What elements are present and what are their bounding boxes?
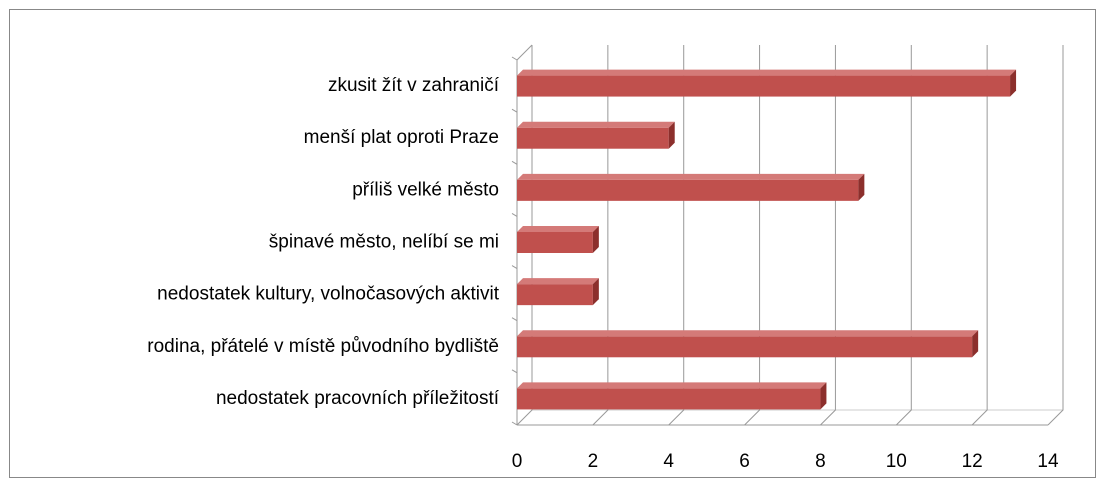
- grid-line: [668, 45, 685, 426]
- bar: [517, 173, 865, 201]
- y-tick: [511, 421, 518, 426]
- bar-front: [517, 284, 593, 306]
- bar-top: [517, 69, 1017, 76]
- bar-front: [517, 75, 1011, 97]
- y-tick: [511, 369, 518, 374]
- bar-front: [517, 388, 821, 410]
- y-tick: [511, 160, 518, 165]
- y-tick-label: nedostatek kultury, volnočasových aktivi…: [157, 284, 500, 305]
- bar: [517, 382, 827, 410]
- y-tick: [511, 317, 518, 322]
- y-tick-label: menší plat oproti Praze: [304, 127, 499, 148]
- bar-top: [517, 173, 865, 180]
- bar-front: [517, 336, 973, 358]
- x-tick-label: 0: [512, 451, 523, 472]
- bar-side: [592, 226, 599, 253]
- axis-wall: [516, 44, 533, 61]
- grid-line: [1047, 45, 1064, 426]
- y-tick: [511, 108, 518, 113]
- grid-line: [971, 45, 988, 426]
- y-tick-label: příliš velké město: [352, 179, 499, 200]
- bar: [517, 330, 979, 358]
- y-tick-label: nedostatek pracovních příležitostí: [216, 388, 500, 409]
- y-tick: [511, 56, 518, 61]
- grid-line: [895, 45, 912, 426]
- y-tick-label: špinavé město, nelíbí se mi: [269, 232, 499, 253]
- bar-side: [592, 278, 599, 306]
- grid-line: [820, 45, 836, 426]
- bar-top: [517, 382, 827, 389]
- bar: [517, 69, 1017, 97]
- bar-side: [668, 121, 675, 149]
- bar: [517, 278, 599, 306]
- bar: [517, 226, 599, 253]
- y-tick: [511, 265, 518, 270]
- grid-line: [592, 45, 609, 426]
- x-tick-label: 12: [962, 451, 983, 472]
- bar-side: [820, 382, 827, 410]
- x-tick-label: 2: [588, 451, 599, 472]
- bar-front: [517, 179, 859, 201]
- bar-top: [517, 278, 599, 285]
- bar-front: [517, 127, 669, 149]
- bar-side: [972, 330, 979, 358]
- bar-top: [517, 330, 979, 337]
- x-tick-label: 8: [815, 451, 826, 472]
- y-tick-label: zkusit žít v zahraničí: [328, 75, 500, 96]
- bar-side: [1010, 69, 1017, 97]
- x-tick-label: 4: [663, 451, 674, 472]
- grid-line: [516, 45, 533, 426]
- grid-line: [744, 45, 761, 426]
- bar-front: [517, 232, 593, 253]
- x-tick-label: 14: [1037, 451, 1059, 472]
- bar-top: [517, 226, 599, 232]
- bar: [517, 121, 675, 149]
- bar-side: [858, 173, 865, 201]
- x-tick-label: 10: [886, 451, 907, 472]
- y-tick: [511, 212, 518, 217]
- y-tick-label: rodina, přátelé v místě původního bydliš…: [147, 336, 499, 357]
- x-tick-label: 6: [739, 451, 750, 472]
- bar-top: [517, 121, 675, 128]
